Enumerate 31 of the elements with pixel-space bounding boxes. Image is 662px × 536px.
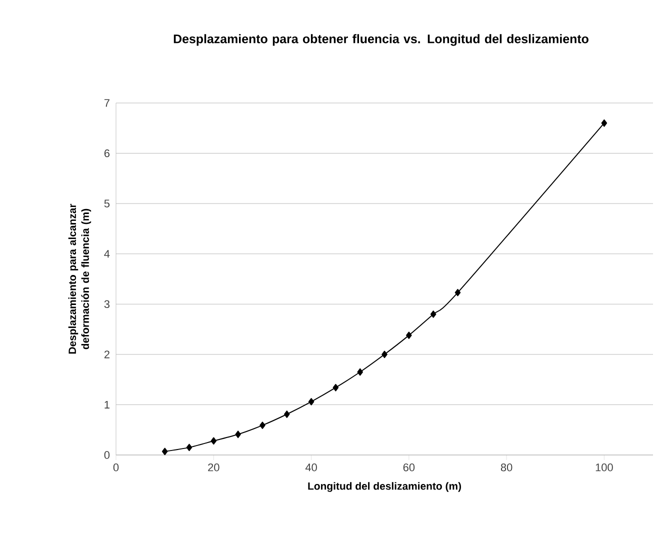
x-tick-label: 0 — [113, 464, 119, 472]
y-axis-title: Desplazamiento para alcanzar deformación de fluencia (m) — [68, 204, 92, 354]
x-tick-label: 60 — [403, 464, 415, 472]
y-tick-label: 0 — [104, 451, 110, 459]
point — [454, 288, 461, 296]
y-tick-label: 3 — [104, 300, 110, 308]
y-tick-label: 2 — [104, 350, 110, 358]
point — [430, 310, 436, 318]
y-tick-label: 7 — [104, 99, 110, 107]
point — [308, 398, 314, 406]
point — [601, 119, 608, 127]
point — [210, 437, 217, 445]
point — [284, 410, 290, 418]
point — [357, 368, 363, 376]
x-tick-label: 100 — [596, 464, 613, 472]
y-tick-label: 1 — [104, 400, 110, 408]
x-tick-label: 80 — [500, 464, 512, 472]
y-tick-label: 6 — [104, 149, 110, 158]
x-tick-label: 20 — [208, 464, 220, 472]
point — [235, 430, 241, 438]
point — [260, 422, 266, 430]
point — [382, 350, 388, 358]
x-axis-title: Longitud del deslizamiento (m) — [308, 482, 461, 492]
y-tick-label: 4 — [104, 250, 110, 258]
point — [162, 448, 168, 456]
y-tick-label: 5 — [104, 200, 110, 208]
chart-title: Desplazamiento para obtener fluencia vs. Longitud del deslizamiento — [174, 34, 588, 46]
point — [406, 332, 412, 339]
point — [332, 384, 339, 392]
point — [186, 444, 192, 452]
x-tick-label: 40 — [305, 464, 317, 472]
